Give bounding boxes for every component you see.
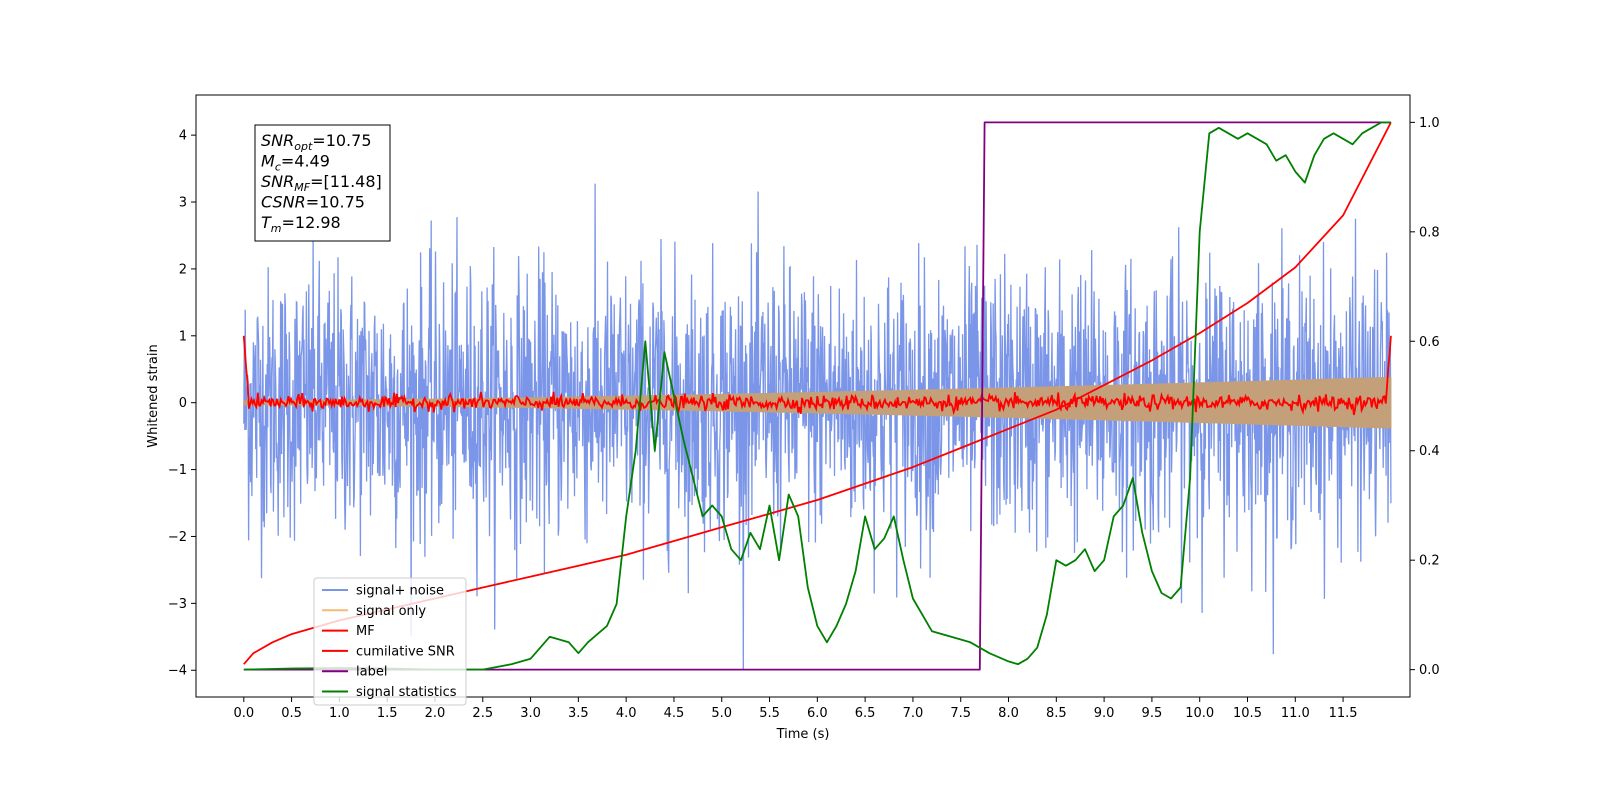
x-axis-ticks: 0.0 0.5 1.0 1.5 2.0 2.5 3.0 3.5 4.0 4.5 5.0 5.5 6.0 6… xyxy=(233,697,1358,721)
y-tick-label: −4 xyxy=(168,664,187,679)
legend-label: signal statistics xyxy=(356,685,457,700)
x-tick-label: 3.0 xyxy=(520,706,541,721)
mf-line xyxy=(242,335,1392,416)
x-tick-label: 4.0 xyxy=(616,706,637,721)
x-tick-label: 10.5 xyxy=(1233,706,1262,721)
y2-axis-ticks: 0.0 0.2 0.4 0.6 0.8 1.0 xyxy=(1410,116,1440,678)
x-tick-label: 0.0 xyxy=(233,706,254,721)
legend: signal+ noise signal only MF cumilative SNR… xyxy=(313,577,467,706)
series-line xyxy=(243,121,1391,671)
x-tick-label: 8.5 xyxy=(1046,706,1067,721)
y-tick-label: −3 xyxy=(168,597,187,612)
x-tick-label: 5.0 xyxy=(711,706,732,721)
x-tick-label: 2.0 xyxy=(425,706,446,721)
y2-tick-label: 0.6 xyxy=(1419,335,1440,350)
y-tick-label: −1 xyxy=(168,463,187,478)
x-tick-label: 1.5 xyxy=(377,706,398,721)
legend-label: signal+ noise xyxy=(356,584,444,599)
legend-label: cumilative SNR xyxy=(356,644,455,659)
x-tick-label: 6.5 xyxy=(855,706,876,721)
x-tick-label: 8.0 xyxy=(998,706,1019,721)
y2-tick-label: 0.8 xyxy=(1419,225,1440,240)
y-tick-label: 1 xyxy=(179,329,187,344)
x-tick-label: 6.0 xyxy=(807,706,828,721)
x-tick-label: 7.5 xyxy=(950,706,971,721)
y-tick-label: 2 xyxy=(179,262,187,277)
y-tick-label: 0 xyxy=(179,396,187,411)
x-tick-label: 4.5 xyxy=(664,706,685,721)
axes-frame xyxy=(195,94,1411,698)
annotation-line: SNRopt=10.75 xyxy=(261,131,372,153)
series-label xyxy=(243,121,1391,671)
x-tick-label: 0.5 xyxy=(281,706,302,721)
annotation-line: Tm=12.98 xyxy=(261,213,341,235)
x-tick-label: 9.5 xyxy=(1142,706,1163,721)
x-tick-label: 1.0 xyxy=(329,706,350,721)
legend-label: signal only xyxy=(356,604,426,619)
annotation-frame xyxy=(254,124,391,242)
x-tick-label: 11.5 xyxy=(1329,706,1358,721)
y2-tick-label: 0.4 xyxy=(1419,444,1440,459)
legend-label: MF xyxy=(356,624,375,639)
y-axis-label: Whitened strain xyxy=(146,344,161,447)
x-tick-label: 5.5 xyxy=(759,706,780,721)
x-tick-label: 7.0 xyxy=(903,706,924,721)
series-line xyxy=(243,121,1391,671)
annotation-line: CSNR=10.75 xyxy=(261,193,365,212)
annotation-line: Mc=4.49 xyxy=(261,152,330,174)
series-signal-statistics xyxy=(243,121,1391,671)
x-tick-label: 3.5 xyxy=(568,706,589,721)
x-tick-label: 11.0 xyxy=(1281,706,1310,721)
annotation-line: SNRMF=[11.48] xyxy=(261,172,382,194)
series-mf xyxy=(242,335,1392,416)
y2-tick-label: 0.0 xyxy=(1419,663,1440,678)
legend-frame xyxy=(313,577,467,706)
legend-label: label xyxy=(356,665,387,680)
y-tick-label: −2 xyxy=(168,530,187,545)
annotation-box: SNRopt=10.75Mc=4.49SNRMF=[11.48]CSNR=10.… xyxy=(254,124,391,242)
y2-tick-label: 1.0 xyxy=(1419,116,1440,131)
x-tick-label: 10.0 xyxy=(1185,706,1214,721)
y-axis-ticks: −4 −3 −2 −1 0 1 2 3 4 xyxy=(168,129,196,679)
x-tick-label: 9.0 xyxy=(1094,706,1115,721)
y2-tick-label: 0.2 xyxy=(1419,554,1440,569)
x-tick-label: 2.5 xyxy=(472,706,493,721)
y-tick-label: 4 xyxy=(179,129,187,144)
y-tick-label: 3 xyxy=(179,196,187,211)
x-axis-label: Time (s) xyxy=(776,727,830,742)
